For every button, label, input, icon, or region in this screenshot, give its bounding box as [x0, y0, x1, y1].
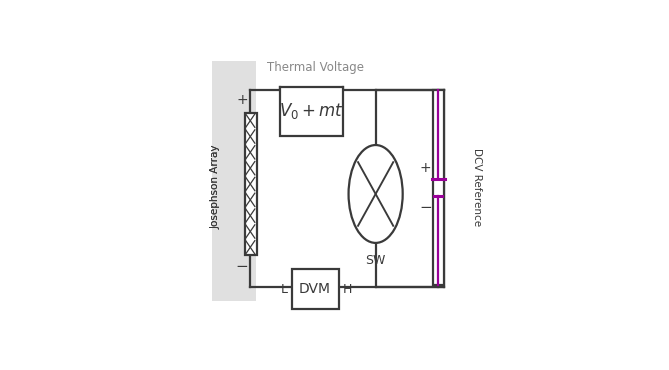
Bar [280, 87, 343, 135]
Ellipse shape [349, 145, 403, 243]
Text: $V_0 + mt$: $V_0 + mt$ [279, 101, 344, 121]
Text: L: L [281, 283, 288, 296]
Text: Thermal Voltage: Thermal Voltage [268, 61, 365, 74]
Text: −: − [419, 200, 432, 215]
Text: H: H [343, 283, 352, 296]
Text: SW: SW [365, 254, 386, 267]
Text: +: + [236, 93, 248, 107]
Text: Josephson Array: Josephson Array [210, 145, 220, 229]
Text: Josephson Array: Josephson Array [210, 145, 220, 229]
Text: +: + [420, 161, 432, 175]
Bar [292, 269, 339, 309]
Bar [245, 113, 256, 255]
Bar [212, 61, 256, 301]
Bar [433, 90, 444, 285]
Text: DCV Reference: DCV Reference [472, 148, 482, 226]
Text: DVM: DVM [299, 282, 331, 296]
Text: −: − [235, 259, 248, 275]
